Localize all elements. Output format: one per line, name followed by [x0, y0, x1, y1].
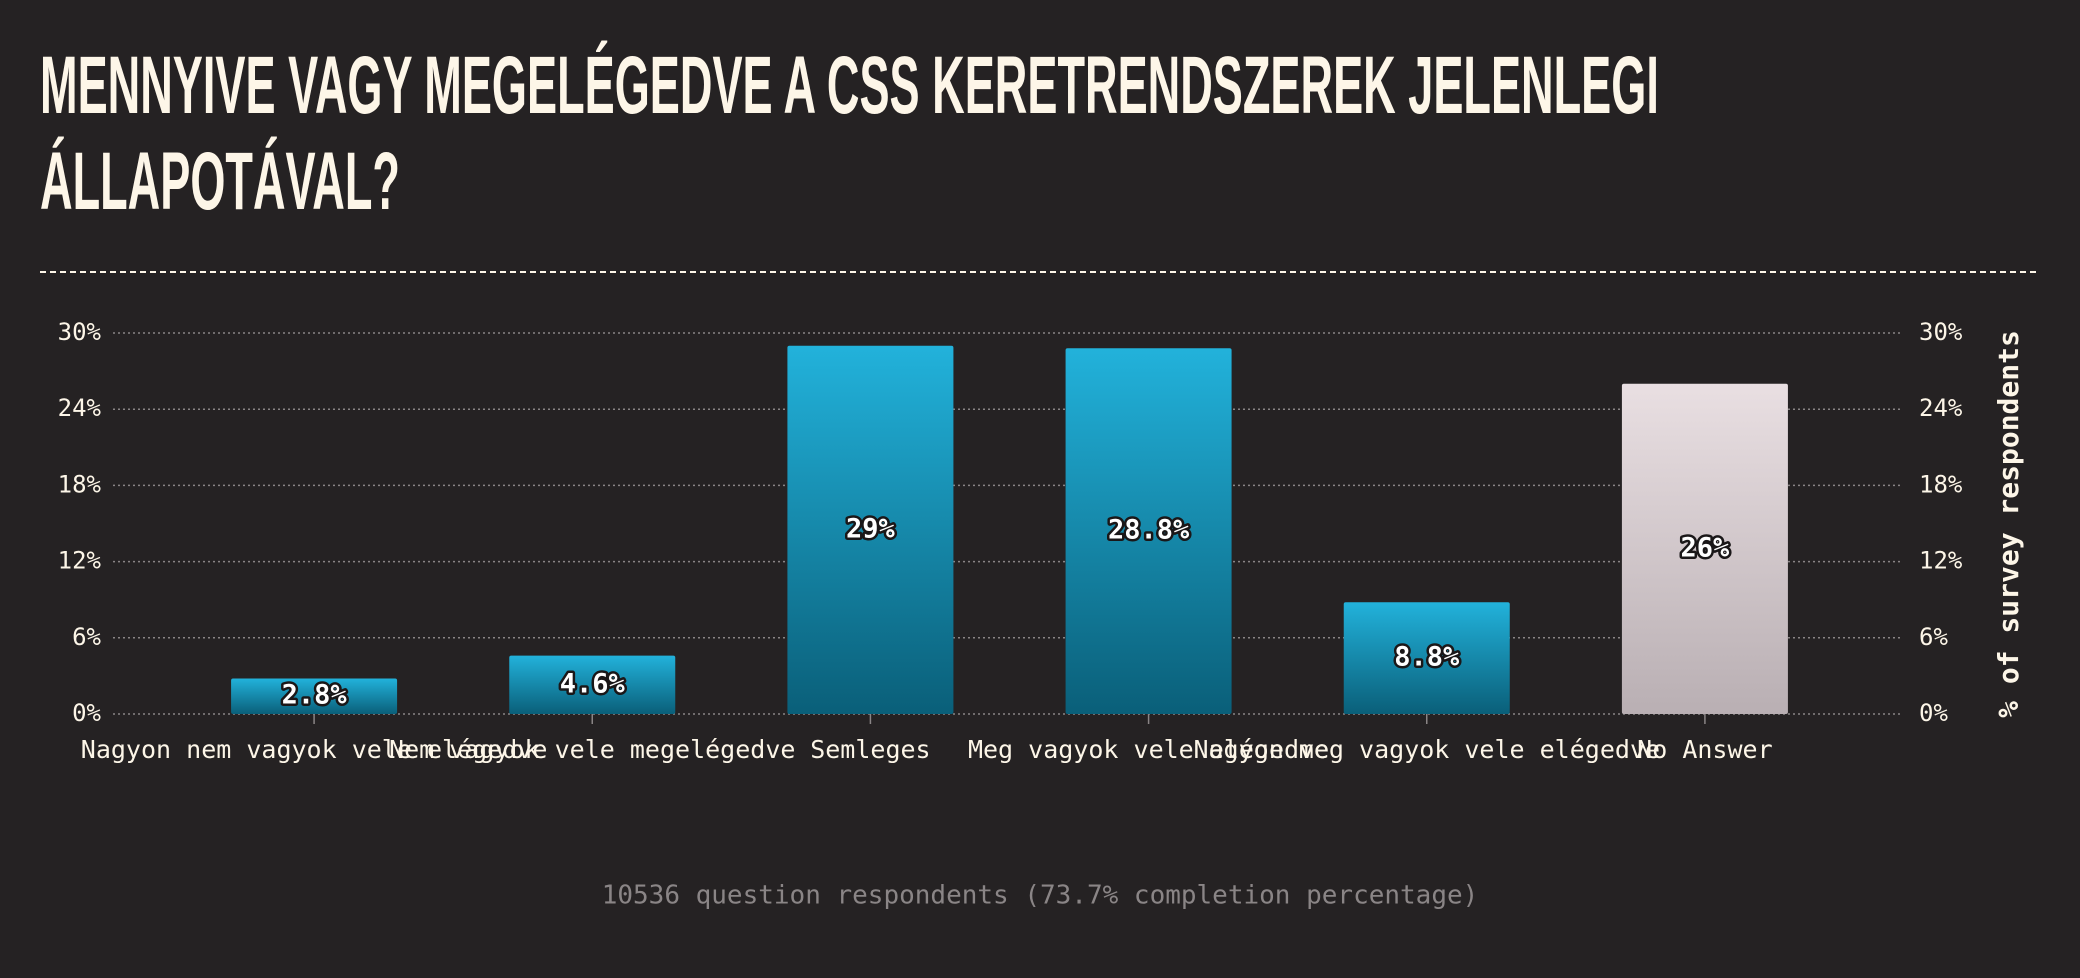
y-tick-label: 12%	[58, 547, 102, 575]
value-label: 2.8%	[282, 680, 348, 711]
x-tick-label: No Answer	[1637, 735, 1772, 764]
value-label: 26%	[1681, 532, 1731, 563]
bar	[1621, 383, 1788, 714]
x-tick-label: Meg vagyok vele elégedve	[968, 735, 1329, 764]
value-label: 28.8%	[1108, 515, 1190, 546]
x-tick-label: Semleges	[810, 735, 930, 764]
y2-tick-label: 24%	[1919, 394, 1963, 422]
y-tick-label: 30%	[58, 318, 102, 346]
bar	[1343, 602, 1510, 714]
x-tick-label: Nem vagyok vele megelégedve	[389, 735, 795, 764]
y-tick-label: 24%	[58, 394, 102, 422]
y-tick-label: 6%	[72, 623, 101, 651]
y-tick-label: 18%	[58, 470, 102, 498]
bar	[231, 678, 398, 714]
y2-tick-label: 6%	[1919, 623, 1948, 651]
y2-tick-label: 30%	[1919, 318, 1963, 346]
y2-tick-label: 0%	[1919, 699, 1948, 727]
value-label: 4.6%	[560, 668, 626, 699]
x-tick-label: Nagyon meg vagyok vele elégedve	[1193, 735, 1660, 764]
value-label: 8.8%	[1394, 642, 1460, 673]
bar	[509, 655, 676, 714]
y-tick-label: 0%	[72, 699, 101, 727]
chart-title: MENNYIVE VAGY MEGELÉGEDVE A CSS KERETREN…	[40, 40, 1659, 227]
y2-tick-label: 18%	[1919, 470, 1963, 498]
y2-axis-label: % of survey respondents	[1992, 330, 2025, 718]
footer: 10536 question respondents (73.7% comple…	[602, 881, 1479, 911]
bar	[1065, 348, 1232, 714]
x-tick-label: Nagyon nem vagyok vele elégedve	[81, 735, 548, 764]
y2-tick-label: 12%	[1919, 547, 1963, 575]
bar	[787, 345, 954, 714]
value-label: 29%	[846, 513, 896, 544]
